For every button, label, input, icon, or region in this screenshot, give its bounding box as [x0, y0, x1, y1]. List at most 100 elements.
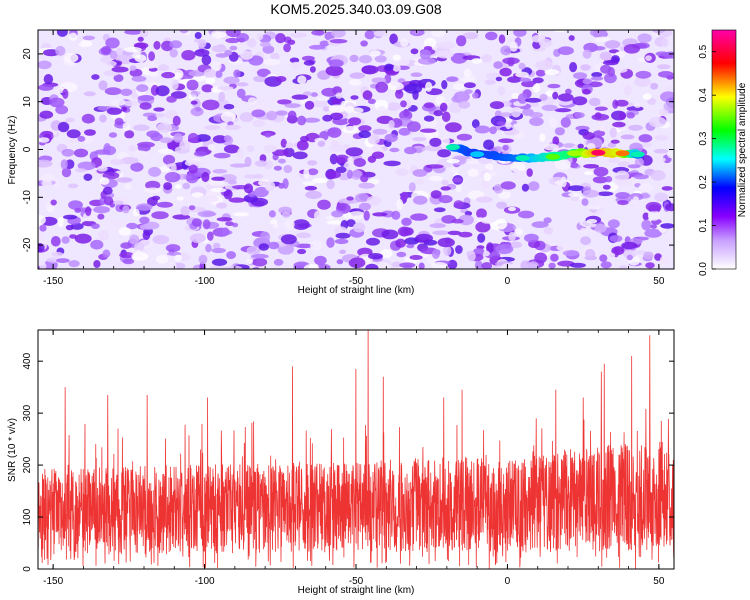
heatmap-noise-blob — [407, 121, 421, 132]
heatmap-noise-blob — [252, 257, 268, 267]
heatmap-noise-blob — [657, 64, 671, 70]
heatmap-noise-blob — [430, 190, 442, 199]
heatmap-noise-blob — [499, 112, 513, 117]
heatmap-noise-blob — [253, 174, 263, 179]
heatmap-noise-blob — [614, 179, 632, 187]
heatmap-noise-blob — [641, 142, 653, 148]
heatmap-noise-blob — [389, 147, 400, 153]
heatmap-noise-blob — [554, 127, 566, 136]
heatmap-noise-blob — [99, 177, 110, 185]
heatmap-noise-blob — [329, 39, 348, 44]
snr-panel: -150 -100 -50 0 50 0 100 200 300 400 Height of st… — [7, 329, 675, 596]
heatmap-noise-blob — [132, 208, 140, 217]
heatmap-noise-blob — [355, 193, 370, 203]
heatmap-noise-blob — [667, 150, 674, 159]
heatmap-noise-blob — [59, 82, 78, 93]
heatmap-noise-blob — [483, 139, 495, 150]
heatmap-noise-blob — [510, 162, 526, 173]
heatmap-noise-blob — [190, 90, 201, 96]
heatmap-noise-blob — [98, 80, 108, 91]
heatmap-noise-blob — [655, 156, 666, 163]
heatmap-noise-blob — [583, 164, 599, 169]
heatmap-noise-blob — [489, 101, 505, 110]
heatmap-noise-blob — [62, 88, 69, 99]
heatmap-noise-blob — [81, 113, 95, 124]
heatmap-noise-blob — [557, 93, 574, 102]
heatmap-noise-blob — [118, 227, 132, 236]
heatmap-noise-blob — [397, 226, 412, 237]
heatmap-noise-blob — [635, 70, 652, 79]
heatmap-noise-blob — [602, 184, 611, 190]
heatmap-noise-blob — [431, 30, 446, 38]
heatmap-noise-blob — [349, 54, 359, 63]
heatmap-noise-blob — [57, 121, 70, 133]
heatmap-noise-blob — [453, 200, 464, 209]
heatmap-noise-blob — [317, 264, 331, 269]
heatmap-noise-blob — [381, 229, 399, 240]
heatmap-noise-blob — [660, 91, 674, 102]
heatmap-noise-blob — [476, 208, 487, 219]
heatmap-noise-blob — [131, 75, 147, 82]
heatmap-noise-blob — [53, 178, 61, 189]
heatmap-noise-blob — [137, 95, 155, 102]
heatmap-noise-blob — [148, 166, 162, 177]
heatmap-noise-blob — [452, 177, 463, 183]
heatmap-noise-blob — [350, 169, 363, 180]
heatmap-noise-blob — [56, 258, 70, 263]
heatmap-noise-blob — [620, 134, 635, 140]
heatmap-noise-blob — [328, 59, 344, 68]
heatmap-noise-blob — [43, 74, 54, 85]
heatmap-noise-blob — [240, 50, 254, 60]
heatmap-noise-blob — [494, 218, 508, 230]
heatmap-noise-blob — [495, 244, 514, 255]
heatmap-noise-blob — [97, 165, 108, 172]
heatmap-noise-blob — [429, 223, 447, 229]
heatmap-noise-blob — [463, 68, 472, 79]
heatmap-noise-blob — [39, 110, 54, 119]
heatmap-noise-blob — [106, 107, 122, 115]
heatmap-noise-blob — [398, 127, 411, 136]
colorbar-ticks: 0.0 0.1 0.2 0.3 0.4 0.5 — [698, 44, 716, 276]
heatmap-noise-blob — [270, 219, 278, 226]
heatmap-noise-blob — [528, 261, 539, 269]
heatmap-noise-blob — [227, 179, 237, 185]
heatmap-noise-blob — [55, 45, 66, 56]
heatmap-noise-blob — [539, 93, 548, 101]
heatmap-noise-blob — [654, 192, 668, 202]
heatmap-noise-blob — [593, 166, 609, 177]
heatmap-noise-blob — [447, 259, 458, 269]
heatmap-noise-blob — [164, 172, 181, 183]
heatmap-noise-blob — [368, 253, 383, 260]
heatmap-noise-blob — [509, 41, 518, 52]
heatmap-noise-blob — [67, 183, 79, 189]
heatmap-noise-blob — [229, 163, 248, 168]
heatmap-noise-blob — [60, 159, 68, 170]
heatmap-noise-blob — [569, 62, 578, 73]
heatmap-noise-blob — [568, 35, 575, 41]
heatmap-noise-blob — [409, 255, 423, 260]
heatmap-noise-blob — [116, 177, 133, 183]
heatmap-noise-blob — [589, 30, 608, 38]
heatmap-noise-blob — [419, 49, 431, 60]
heatmap-noise-blob — [303, 60, 315, 66]
heatmap-noise-blob — [518, 62, 526, 70]
heatmap-noise-blob — [273, 258, 284, 266]
heatmap-noise-blob — [583, 171, 594, 176]
heatmap-noise-blob — [638, 183, 654, 193]
heatmap-noise-blob — [607, 142, 617, 148]
heatmap-noise-blob — [129, 65, 137, 71]
heatmap-noise-blob — [374, 30, 389, 37]
heatmap-noise-blob — [615, 170, 630, 182]
heatmap-noise-blob — [270, 52, 280, 61]
heatmap-noise-blob — [251, 109, 266, 118]
heatmap-noise-blob — [554, 108, 572, 113]
heatmap-noise-blob — [223, 103, 235, 110]
heatmap-noise-blob — [134, 54, 147, 63]
heatmap-noise-blob — [594, 36, 611, 43]
heatmap-noise-blob — [334, 238, 349, 245]
heatmap-noise-blob — [325, 170, 341, 179]
heatmap-noise-blob — [345, 147, 363, 157]
heatmap-noise-blob — [38, 159, 53, 168]
heatmap-noise-blob — [122, 258, 135, 265]
